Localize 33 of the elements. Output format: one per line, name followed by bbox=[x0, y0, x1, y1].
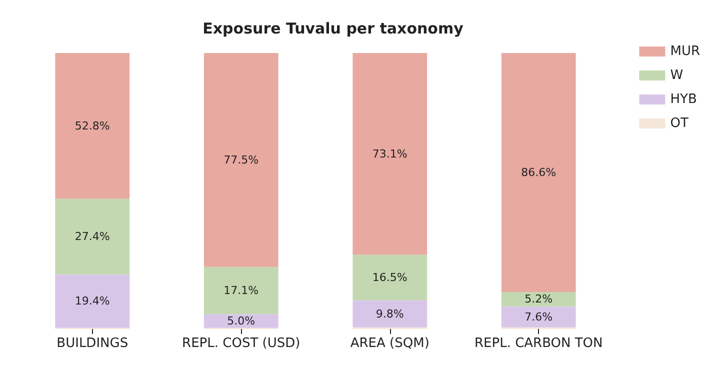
data-label: 86.6% bbox=[521, 166, 556, 180]
data-label: 77.5% bbox=[224, 153, 259, 166]
data-label: 16.5% bbox=[372, 271, 408, 284]
bar bbox=[352, 254, 428, 300]
data-label: 73.1% bbox=[372, 147, 408, 160]
x-tick-label: REPL. COST (USD) bbox=[182, 336, 300, 351]
bar bbox=[55, 274, 130, 328]
bar bbox=[501, 53, 576, 292]
bar bbox=[352, 300, 428, 328]
bar bbox=[204, 314, 278, 328]
bar bbox=[501, 292, 576, 306]
bar bbox=[204, 266, 278, 314]
bar bbox=[204, 53, 278, 267]
data-label: 7.6% bbox=[524, 310, 553, 324]
data-label: 9.8% bbox=[376, 307, 404, 320]
chart-title: Exposure Tuvalu per taxonomy bbox=[202, 20, 464, 38]
x-tick-label: AREA (SQM) bbox=[350, 336, 430, 351]
bar bbox=[55, 53, 130, 199]
bar bbox=[55, 198, 130, 274]
x-tick-label: REPL. CARBON TON bbox=[474, 336, 603, 351]
legend-label: OT bbox=[670, 116, 688, 131]
legend-label: HYB bbox=[670, 92, 697, 107]
bar bbox=[501, 306, 576, 328]
data-label: 5.0% bbox=[227, 314, 256, 328]
data-label: 52.8% bbox=[74, 119, 110, 132]
data-label: 27.4% bbox=[74, 230, 110, 244]
data-label: 5.2% bbox=[524, 292, 553, 306]
data-label: 19.4% bbox=[74, 294, 110, 308]
legend-label: W bbox=[670, 68, 684, 83]
x-tick-label: BUILDINGS bbox=[56, 336, 128, 351]
legend-label: MUR bbox=[670, 44, 700, 59]
data-label: 17.1% bbox=[224, 284, 259, 297]
bar bbox=[352, 53, 428, 255]
